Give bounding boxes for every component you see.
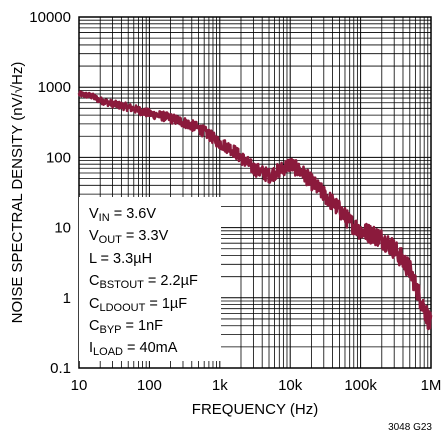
y-axis-label: NOISE SPECTRAL DENSITY (nV/√Hz) [9, 62, 26, 324]
x-axis-label: FREQUENCY (Hz) [192, 401, 318, 418]
test-condition: L = 3.3µH [89, 248, 221, 270]
condition-symbol: C [89, 318, 100, 335]
condition-symbol: C [89, 273, 100, 290]
test-condition: CLDOOUT = 1µF [89, 293, 221, 315]
test-condition: CBSTOUT = 2.2µF [89, 270, 221, 292]
condition-symbol: V [89, 206, 99, 222]
condition-symbol: L = 3.3µH [89, 250, 153, 267]
plot-frame [78, 16, 432, 369]
condition-subscript: BSTOUT [99, 279, 144, 292]
condition-symbol: I [89, 340, 94, 357]
test-condition: VOUT = 3.3V [89, 225, 221, 247]
x-tick-labels: 10 100 1k 10k 100k 1M [71, 377, 442, 394]
condition-symbol: C [89, 295, 100, 312]
y-tick-label: 1 [63, 290, 71, 307]
test-condition: ILOAD = 40mA [89, 337, 221, 359]
noise-series-line [77, 90, 433, 331]
condition-value: = 3.6V [109, 206, 157, 222]
x-tick-label: 1k [212, 377, 228, 394]
test-condition: CBYP = 1nF [89, 315, 221, 337]
y-tick-label: 10 [54, 220, 71, 237]
condition-subscript: OUT [98, 234, 122, 247]
y-tick-label: 0.1 [50, 360, 71, 377]
condition-symbol: V [89, 228, 99, 245]
test-condition: VIN = 3.6V [89, 203, 221, 225]
x-tick-label: 100k [344, 377, 377, 394]
condition-value: = 40mA [123, 340, 178, 357]
condition-value: = 2.2µF [143, 273, 198, 290]
y-tick-label: 10000 [29, 9, 71, 26]
condition-subscript: LOAD [93, 346, 123, 359]
condition-subscript: LDOOUT [99, 301, 146, 314]
test-conditions-box: VIN = 3.6V VOUT = 3.3V L = 3.3µH CBSTOUT = … [79, 197, 221, 361]
condition-value: = 1nF [121, 318, 164, 335]
x-tick-label: 10k [278, 377, 303, 394]
condition-value: = 1µF [145, 295, 188, 312]
figure-code: 3048 G23 [388, 422, 432, 433]
y-tick-labels: 10000 1000 100 10 1 0.1 [29, 9, 71, 377]
condition-subscript: IN [98, 212, 110, 224]
x-tick-label: 100 [137, 377, 162, 394]
y-tick-label: 100 [46, 149, 71, 166]
x-tick-label: 10 [71, 377, 88, 394]
x-tick-label: 1M [421, 377, 442, 394]
condition-subscript: BYP [99, 324, 122, 337]
y-tick-label: 1000 [38, 79, 71, 96]
condition-value: = 3.3V [121, 228, 169, 245]
